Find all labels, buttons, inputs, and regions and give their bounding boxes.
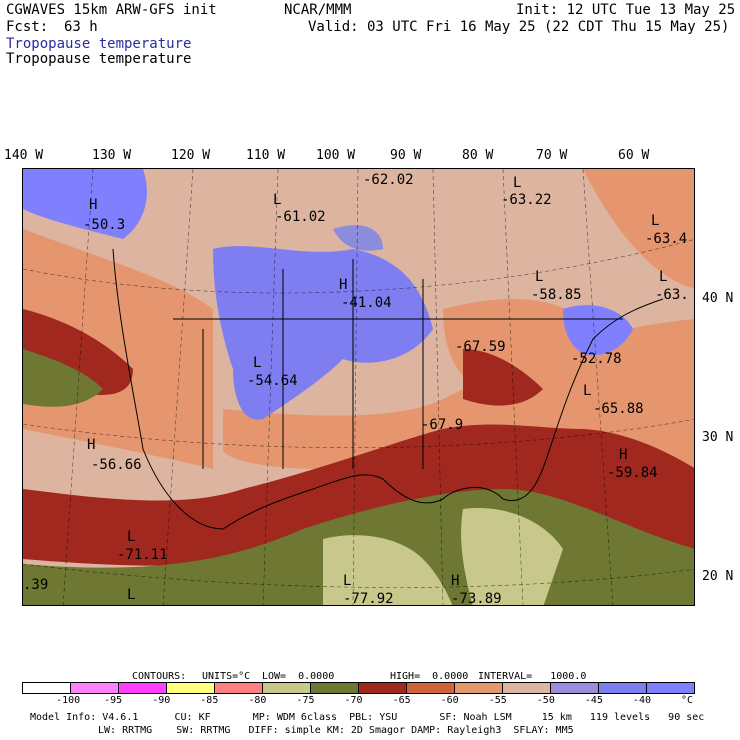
center-value: -65.88 — [593, 401, 644, 417]
center-value: -52.78 — [571, 351, 622, 367]
colorbar-tick-label: -80 — [248, 695, 267, 706]
colorbar-tick-label: -55 — [488, 695, 507, 706]
center-symbol: H — [339, 277, 348, 293]
model-info-line-2: LW: RRTMG SW: RRTMG DIFF: simple KM: 2D … — [98, 725, 574, 736]
colorbar-tick-label: °C — [681, 695, 694, 706]
center-value: -50.3 — [83, 217, 126, 233]
contours-label: CONTOURS: — [132, 671, 187, 682]
lon-label: 60 W — [618, 148, 650, 163]
center-symbol: L — [253, 355, 262, 371]
center-value: .39 — [23, 577, 49, 593]
colorbar-tick-label: -95 — [104, 695, 123, 706]
field-title-1: Tropopause temperature — [6, 36, 192, 52]
center-symbol: L — [273, 192, 282, 208]
colorbar-swatch — [407, 683, 455, 693]
colorbar-swatch — [599, 683, 647, 693]
center-value: -71.11 — [117, 547, 168, 563]
lon-label: 120 W — [171, 148, 211, 163]
colorbar-swatch — [71, 683, 119, 693]
center-value: -63. — [655, 287, 689, 303]
center-symbol: L — [659, 269, 668, 285]
center-value: -58.85 — [531, 287, 582, 303]
colorbar-tick-label: -100 — [56, 695, 81, 706]
units-label: UNITS=°C — [202, 671, 251, 682]
center-value: -67.9 — [421, 417, 464, 433]
field-title-2: Tropopause temperature — [6, 51, 192, 67]
colorbar-tick-label: -90 — [152, 695, 171, 706]
colorbar-swatch — [311, 683, 359, 693]
org-label: NCAR/MMM — [284, 2, 352, 18]
center-value: -59.84 — [607, 465, 658, 481]
lat-label: 40 N — [702, 291, 734, 306]
init-time: Init: 12 UTC Tue 13 May 25 — [516, 2, 736, 18]
center-symbol: H — [87, 437, 96, 453]
center-symbol: H — [619, 447, 628, 463]
interval-label: INTERVAL= 1000.0 — [478, 671, 587, 682]
center-symbol: L — [513, 175, 522, 191]
center-symbol: L — [583, 383, 592, 399]
fcst-label: Fcst: — [6, 19, 49, 35]
center-value: -56.66 — [91, 457, 142, 473]
colorbar-tick-label: -70 — [344, 695, 363, 706]
lat-label: 30 N — [702, 430, 734, 445]
colorbar-tick-label: -60 — [440, 695, 459, 706]
center-value: -54.64 — [247, 373, 298, 389]
center-value: -77.92 — [343, 591, 394, 606]
center-symbol: L — [127, 587, 136, 603]
colorbar-swatch — [167, 683, 215, 693]
center-value: -62.02 — [363, 172, 414, 188]
colorbar-tick-label: -50 — [536, 695, 555, 706]
center-value: -63.4 — [645, 231, 688, 247]
center-value: -67.59 — [455, 339, 506, 355]
lon-label: 140 W — [4, 148, 44, 163]
center-value: -63.22 — [501, 192, 552, 208]
colorbar-tick-label: -85 — [200, 695, 219, 706]
valid-time: Valid: 03 UTC Fri 16 May 25 (22 CDT Thu … — [308, 19, 730, 35]
center-symbol: L — [127, 529, 136, 545]
colorbar-swatch — [647, 683, 694, 693]
colorbar-tick-label: -45 — [584, 695, 603, 706]
tropopause-temperature-map: H -50.3 L -61.02 -62.02 L -63.22 L -63.4… — [22, 168, 695, 606]
colorbar-tick-label: -65 — [392, 695, 411, 706]
center-value: -73.89 — [451, 591, 502, 606]
center-symbol: L — [651, 213, 660, 229]
lon-label: 90 W — [390, 148, 422, 163]
lon-label: 80 W — [462, 148, 494, 163]
lon-label: 70 W — [536, 148, 568, 163]
lon-label: 100 W — [316, 148, 356, 163]
colorbar-tick-label: -75 — [296, 695, 315, 706]
lon-label: 130 W — [92, 148, 132, 163]
low-label: LOW= 0.0000 — [262, 671, 335, 682]
colorbar-swatch — [119, 683, 167, 693]
colorbar-swatch — [23, 683, 71, 693]
colorbar — [22, 682, 695, 694]
map-field — [23, 169, 694, 605]
colorbar-swatch — [503, 683, 551, 693]
colorbar-swatch — [359, 683, 407, 693]
model-info-line-1: Model Info: V4.6.1 CU: KF MP: WDM 6class… — [30, 712, 705, 723]
center-value: -41.04 — [341, 295, 392, 311]
colorbar-swatch — [215, 683, 263, 693]
center-value: -61.02 — [275, 209, 326, 225]
center-symbol: L — [535, 269, 544, 285]
colorbar-swatch — [263, 683, 311, 693]
center-symbol: L — [343, 573, 352, 589]
center-symbol: H — [451, 573, 460, 589]
colorbar-swatch — [455, 683, 503, 693]
lat-label: 20 N — [702, 569, 734, 584]
high-label: HIGH= 0.0000 — [390, 671, 469, 682]
colorbar-swatch — [551, 683, 599, 693]
model-title: CGWAVES 15km ARW-GFS init — [6, 2, 217, 18]
fcst-value: 63 h — [64, 19, 98, 35]
center-symbol: H — [89, 197, 98, 213]
colorbar-tick-label: -40 — [632, 695, 651, 706]
lon-label: 110 W — [246, 148, 286, 163]
